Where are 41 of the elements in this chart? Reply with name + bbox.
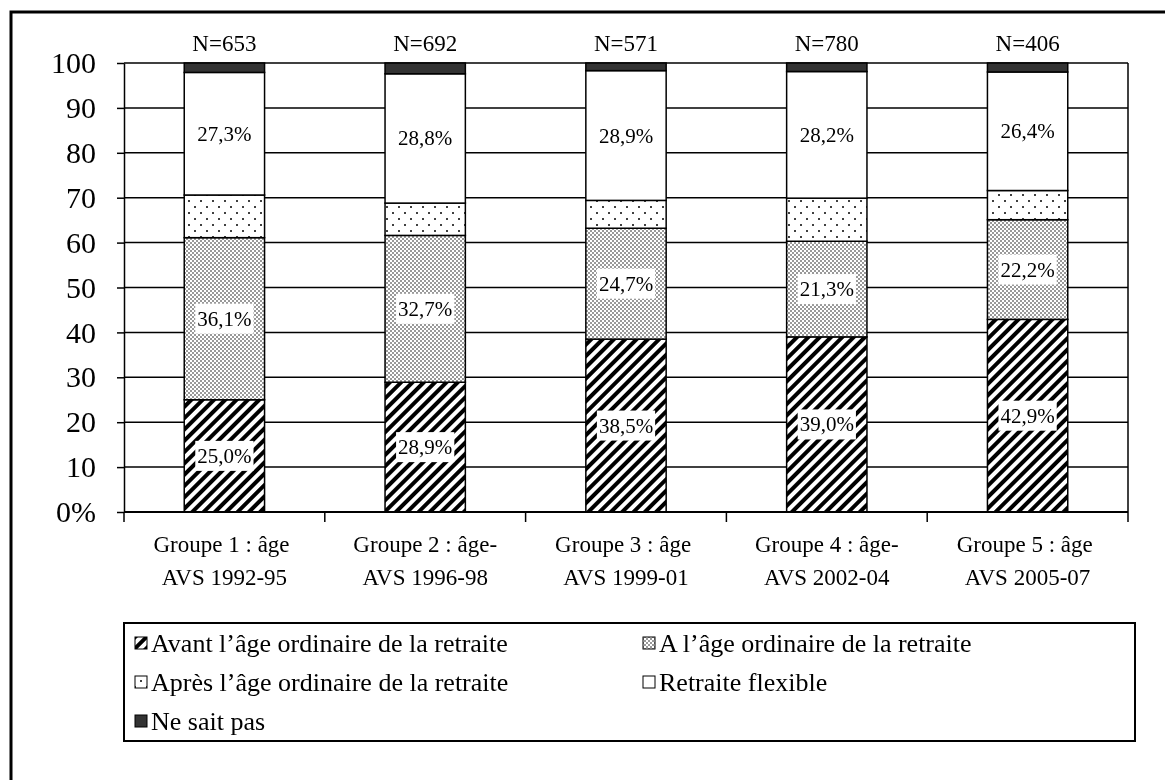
x-tick-label: Groupe 5 : âge AVS 2005-07	[956, 532, 1099, 590]
legend-label: A l’âge ordinaire de la retraite	[659, 628, 972, 658]
data-label: 24,7%	[598, 271, 654, 296]
y-tick-label: 50	[66, 270, 96, 304]
data-label: 26,4%	[1000, 119, 1055, 144]
y-tick-label: 70	[66, 180, 96, 214]
y-tick-label: 80	[66, 135, 96, 169]
annotation: N=571	[593, 31, 659, 56]
legend-label: Après l’âge ordinaire de la retraite	[151, 667, 509, 697]
data-label: 27,3%	[197, 121, 252, 146]
data-label: 38,5%	[598, 413, 654, 438]
data-label: 39,0%	[799, 412, 854, 437]
y-tick-label: 100	[51, 46, 96, 80]
data-label: 22,2%	[1000, 257, 1055, 282]
annotation: N=780	[794, 31, 859, 56]
legend-label: Ne sait pas	[151, 706, 266, 736]
legend-label: Avant l’âge ordinaire de la retraite	[151, 628, 508, 658]
y-tick-label: 20	[66, 405, 96, 439]
x-tick-label: Groupe 4 : âge-AVS 2002-04	[754, 532, 899, 590]
legend-label: Retraite flexible	[659, 667, 828, 697]
data-label: 28,9%	[398, 435, 453, 460]
y-tick-label: 90	[66, 91, 96, 124]
x-tick-label: Groupe 2 : âge-AVS 1996-98	[353, 532, 498, 590]
y-tick-label: 40	[66, 315, 96, 349]
annotation: N=653	[192, 31, 257, 56]
data-label: 25,0%	[197, 443, 252, 468]
annotation: N=406	[995, 31, 1060, 56]
y-tick-label: 0%	[56, 495, 96, 529]
data-label: 32,7%	[398, 296, 453, 321]
x-tick-label: Groupe 1 : âge AVS 1992-95	[153, 532, 296, 590]
data-label: 36,1%	[197, 306, 252, 331]
y-tick-label: 60	[66, 225, 96, 259]
y-tick-label: 10	[66, 450, 96, 484]
data-label: 28,2%	[799, 122, 854, 147]
x-tick-label: Groupe 3 : âge AVS 1999-01	[555, 532, 697, 590]
data-label: 28,9%	[598, 123, 654, 148]
data-label: 42,9%	[1000, 403, 1055, 428]
data-label: 28,8%	[398, 126, 453, 151]
y-tick-label: 30	[66, 360, 96, 394]
data-label: 21,3%	[799, 277, 854, 302]
annotation: N=692	[393, 31, 458, 56]
